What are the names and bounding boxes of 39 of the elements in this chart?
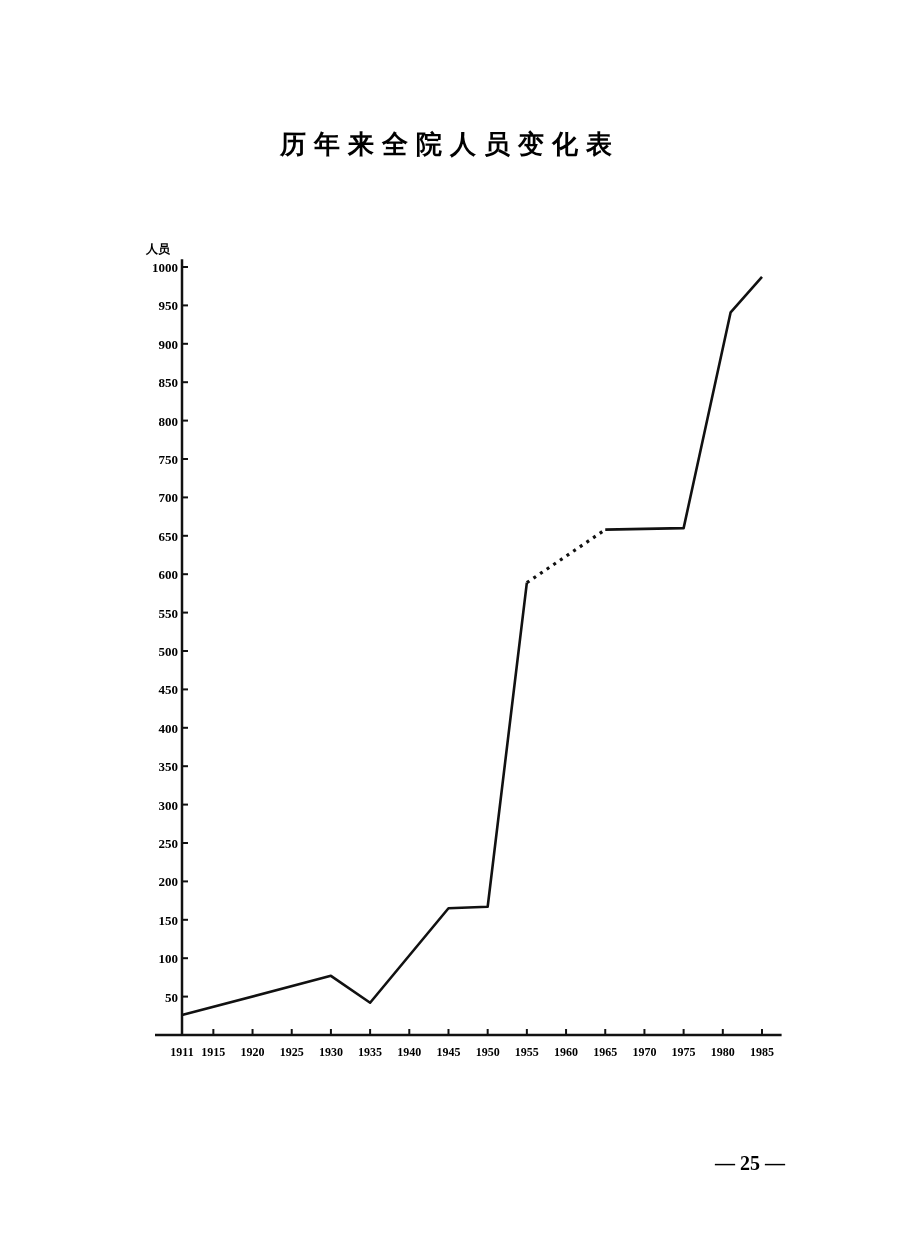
x-tick-label: 1915 [201,1045,226,1059]
x-tick-label: 1925 [279,1045,304,1059]
y-tick-label: 600 [158,567,178,583]
y-tick-label: 300 [158,797,178,813]
y-tick-label: 650 [158,528,178,544]
y-axis-title: 人员 [145,242,171,256]
x-tick-label: 1965 [593,1045,618,1059]
x-tick-label: 1960 [554,1045,579,1059]
x-tick-label: 1920 [240,1045,265,1059]
y-tick-label: 100 [158,951,178,967]
y-tick-label: 500 [158,644,178,659]
x-tick-label: 1980 [710,1045,735,1059]
x-tick-label: 1970 [632,1045,657,1059]
y-tick-label: 700 [158,490,178,506]
x-tick-label: 1950 [475,1045,500,1059]
x-tick-label: 1985 [750,1045,774,1059]
y-tick-label: 950 [158,298,178,314]
y-tick-label: 350 [158,759,178,775]
x-tick-label: 1940 [397,1045,422,1059]
y-tick-label: 200 [158,874,178,890]
y-tick-label: 400 [158,720,178,736]
chart-title: 历年来全院人员变化表 [279,130,620,159]
x-tick-label: 1955 [514,1045,539,1059]
y-tick-label: 150 [158,912,178,928]
y-tick-label: 800 [158,413,178,429]
y-tick-label: 750 [158,452,178,467]
y-tick-label: 1000 [152,260,178,275]
x-tick-label: 1935 [358,1045,383,1059]
y-tick-label: 250 [158,836,178,851]
x-tick-label: 1945 [436,1045,461,1059]
y-tick-label: 450 [158,682,178,698]
y-tick-label: 550 [158,605,178,621]
x-tick-label: 1911 [170,1045,194,1059]
x-tick-label: 1975 [671,1045,696,1059]
text: — 25 — [714,1152,786,1174]
y-tick-label: 850 [158,375,178,391]
x-tick-label: 1930 [318,1045,343,1059]
y-tick-label: 900 [158,336,178,352]
y-tick-label: 50 [165,989,178,1005]
